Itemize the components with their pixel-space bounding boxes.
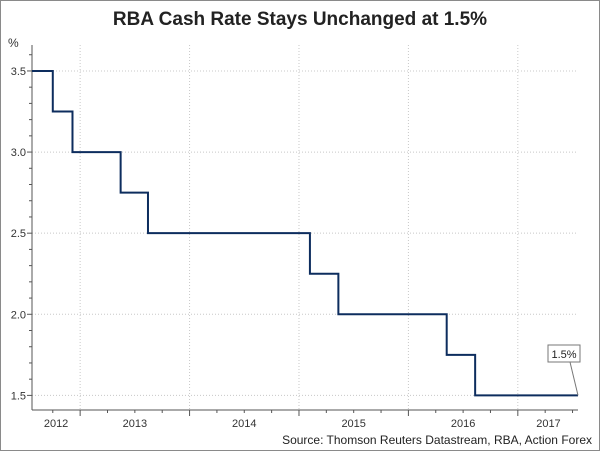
x-tick-label: 2016 — [451, 418, 475, 430]
y-tick-label: 2.5 — [11, 228, 26, 240]
x-tick-label: 2017 — [536, 418, 560, 430]
chart-title: RBA Cash Rate Stays Unchanged at 1.5% — [113, 9, 487, 30]
x-tick-label: 2014 — [232, 418, 256, 430]
source-note: Source: Thomson Reuters Datastream, RBA,… — [282, 433, 592, 447]
annotation-box — [547, 344, 581, 363]
y-tick-label: 1.5 — [11, 390, 26, 402]
annotation-label: 1.5% — [551, 349, 576, 361]
y-axis-label: % — [8, 36, 19, 50]
annotation-leader — [569, 361, 579, 396]
y-tick-label: 2.0 — [11, 309, 26, 321]
x-tick-label: 2012 — [44, 418, 68, 430]
y-tick-label: 3.0 — [11, 147, 26, 159]
series-line — [32, 69, 578, 397]
x-tick-label: 2013 — [123, 418, 147, 430]
x-tick-label: 2015 — [341, 418, 365, 430]
y-tick-label: 3.5 — [11, 66, 26, 78]
